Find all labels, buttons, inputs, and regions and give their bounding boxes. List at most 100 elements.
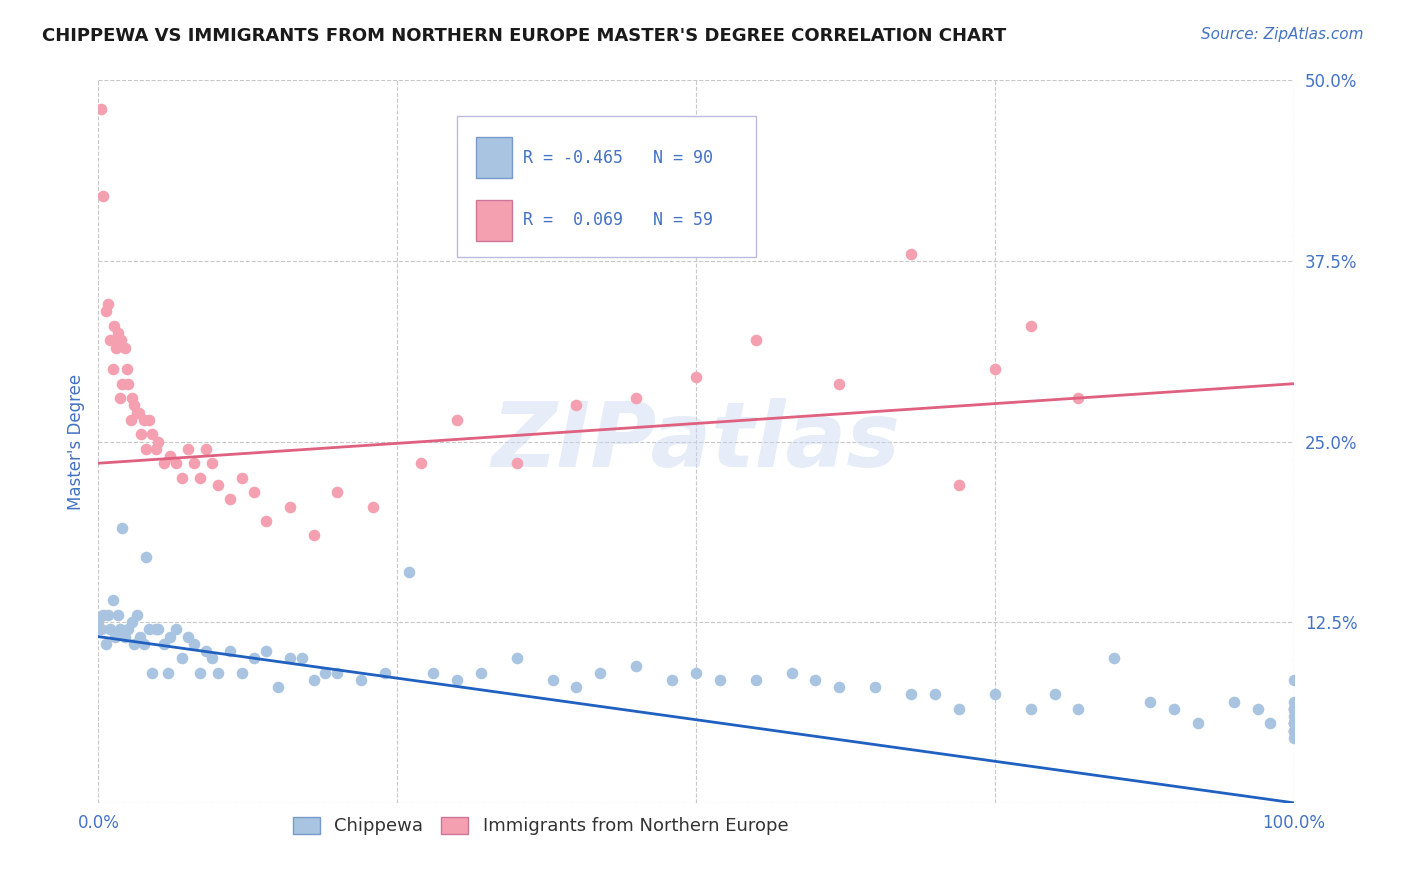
Point bbox=[97, 297, 120, 311]
Point bbox=[780, 665, 803, 680]
Point bbox=[1104, 651, 1126, 665]
Point bbox=[135, 442, 157, 456]
Point bbox=[129, 630, 152, 644]
Point bbox=[219, 644, 242, 658]
Point bbox=[745, 673, 768, 687]
Point bbox=[117, 623, 139, 637]
Point bbox=[141, 665, 163, 680]
Point bbox=[1282, 709, 1305, 723]
Point bbox=[132, 637, 155, 651]
Point bbox=[828, 680, 851, 694]
Point bbox=[1282, 723, 1305, 738]
Point bbox=[98, 623, 122, 637]
Point bbox=[565, 680, 588, 694]
Y-axis label: Master's Degree: Master's Degree bbox=[66, 374, 84, 509]
Point bbox=[1282, 673, 1305, 687]
Point bbox=[865, 680, 887, 694]
Point bbox=[1282, 702, 1305, 716]
Point bbox=[315, 665, 337, 680]
Point bbox=[90, 102, 112, 116]
Point bbox=[121, 615, 143, 630]
Point bbox=[159, 449, 181, 463]
Point bbox=[1163, 702, 1185, 716]
Point bbox=[153, 456, 176, 470]
Point bbox=[132, 413, 155, 427]
Point bbox=[924, 687, 946, 701]
Point bbox=[350, 673, 373, 687]
Point bbox=[302, 528, 325, 542]
Point bbox=[506, 651, 529, 665]
Point bbox=[111, 521, 134, 535]
Text: R = -0.465   N = 90: R = -0.465 N = 90 bbox=[523, 149, 713, 167]
Point bbox=[589, 665, 612, 680]
Point bbox=[565, 398, 588, 412]
Point bbox=[114, 341, 136, 355]
Point bbox=[685, 665, 707, 680]
Point bbox=[114, 630, 136, 644]
Point bbox=[1282, 702, 1305, 716]
Point bbox=[685, 369, 707, 384]
Point bbox=[626, 658, 648, 673]
Point bbox=[1067, 391, 1090, 405]
Point bbox=[103, 318, 125, 333]
Text: R =  0.069   N = 59: R = 0.069 N = 59 bbox=[523, 211, 713, 229]
Point bbox=[110, 334, 132, 348]
Point bbox=[183, 637, 205, 651]
Point bbox=[138, 413, 160, 427]
Point bbox=[231, 470, 253, 484]
Point bbox=[446, 413, 468, 427]
Point bbox=[105, 341, 128, 355]
Point bbox=[243, 485, 266, 500]
FancyBboxPatch shape bbox=[457, 117, 756, 257]
Point bbox=[195, 644, 218, 658]
Point bbox=[159, 630, 181, 644]
Point bbox=[948, 478, 970, 492]
Point bbox=[153, 637, 176, 651]
Point bbox=[900, 687, 922, 701]
Point bbox=[828, 376, 851, 391]
Point bbox=[131, 427, 153, 442]
Point bbox=[148, 623, 170, 637]
Point bbox=[207, 665, 229, 680]
Point bbox=[145, 623, 167, 637]
Point bbox=[195, 442, 218, 456]
Point bbox=[1282, 716, 1305, 731]
Text: Source: ZipAtlas.com: Source: ZipAtlas.com bbox=[1201, 27, 1364, 42]
Point bbox=[94, 304, 117, 318]
Point bbox=[254, 644, 277, 658]
Point bbox=[1258, 716, 1281, 731]
Point bbox=[1043, 687, 1066, 701]
Point bbox=[124, 398, 146, 412]
Text: ZIPatlas: ZIPatlas bbox=[492, 398, 900, 485]
Point bbox=[541, 673, 564, 687]
Point bbox=[124, 637, 146, 651]
Point bbox=[188, 665, 211, 680]
Point bbox=[709, 673, 731, 687]
Point bbox=[107, 334, 129, 348]
Point bbox=[148, 434, 170, 449]
Point bbox=[446, 673, 468, 687]
Point bbox=[1282, 702, 1305, 716]
Point bbox=[661, 673, 683, 687]
Point bbox=[125, 406, 148, 420]
Point bbox=[117, 376, 139, 391]
Point bbox=[107, 607, 129, 622]
Point bbox=[1282, 731, 1305, 745]
Point bbox=[165, 456, 187, 470]
Point bbox=[120, 413, 142, 427]
Point bbox=[183, 456, 205, 470]
Point bbox=[177, 442, 200, 456]
Point bbox=[948, 702, 970, 716]
Point bbox=[1247, 702, 1270, 716]
Point bbox=[91, 189, 114, 203]
Point bbox=[201, 456, 224, 470]
Text: CHIPPEWA VS IMMIGRANTS FROM NORTHERN EUROPE MASTER'S DEGREE CORRELATION CHART: CHIPPEWA VS IMMIGRANTS FROM NORTHERN EUR… bbox=[42, 27, 1007, 45]
Point bbox=[128, 406, 150, 420]
Point bbox=[165, 623, 187, 637]
Point bbox=[1282, 716, 1305, 731]
Point bbox=[98, 334, 122, 348]
Point bbox=[422, 665, 444, 680]
Point bbox=[278, 500, 301, 514]
Point bbox=[302, 673, 325, 687]
Legend: Chippewa, Immigrants from Northern Europe: Chippewa, Immigrants from Northern Europ… bbox=[284, 807, 797, 845]
